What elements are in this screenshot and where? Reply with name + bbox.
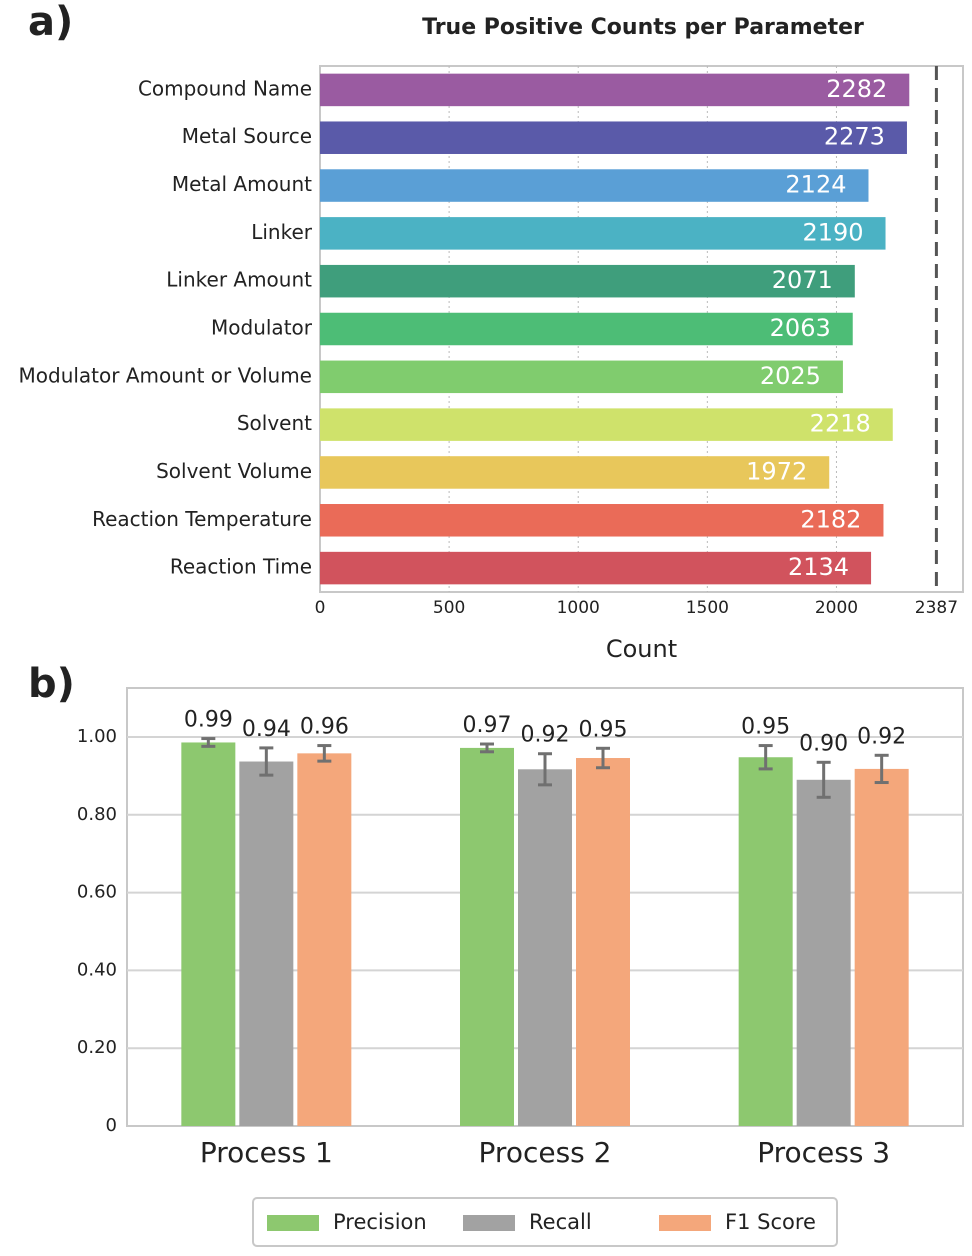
x-tick-label: 1000	[557, 598, 600, 618]
y-tick-label: 0.40	[77, 959, 117, 980]
bar	[320, 504, 884, 537]
y-tick-label: 0.80	[77, 804, 117, 825]
bar	[576, 758, 630, 1126]
panel-label: a)	[28, 0, 73, 45]
bar	[320, 264, 855, 298]
x-axis-label: Count	[606, 635, 677, 663]
y-tick-label: Metal Source	[182, 124, 312, 148]
bar	[181, 742, 236, 1126]
bar-value-label: 2025	[760, 362, 821, 390]
bar-value-label: 0.90	[799, 731, 848, 756]
bar-value-label: 2071	[772, 266, 833, 294]
x-tick-label: 2387	[915, 598, 958, 618]
y-tick-label: Solvent	[237, 411, 312, 435]
x-tick-label: 0	[315, 598, 326, 618]
bar	[297, 753, 352, 1126]
legend-box	[252, 1197, 838, 1247]
bar-value-label: 0.97	[463, 713, 512, 738]
bar	[460, 747, 514, 1126]
bar-value-label: 0.92	[857, 724, 906, 749]
y-tick-label: 0.60	[77, 882, 117, 903]
bar	[320, 121, 907, 154]
y-tick-label: Modulator Amount or Volume	[19, 363, 313, 387]
bar-value-label: 0.95	[741, 715, 790, 740]
legend-swatch	[463, 1215, 515, 1231]
y-tick-label: 0.20	[77, 1037, 117, 1058]
bar-value-label: 2218	[810, 410, 871, 438]
bar-value-label: 0.99	[184, 708, 233, 733]
bar-value-label: 0.96	[300, 715, 349, 740]
bar-value-label: 2134	[788, 553, 849, 581]
bar-value-label: 2190	[802, 218, 863, 246]
bar	[518, 769, 572, 1126]
legend-label: Recall	[529, 1210, 592, 1234]
y-tick-label: 0	[106, 1115, 117, 1136]
bar-value-label: 2063	[770, 314, 831, 342]
bar-value-label: 2182	[800, 505, 861, 533]
x-tick-label: 2000	[815, 598, 858, 618]
bar	[320, 312, 853, 346]
legend-swatch	[659, 1215, 711, 1231]
bar-value-label: 2273	[824, 123, 885, 151]
x-tick-label: Process 3	[757, 1136, 890, 1169]
bar	[320, 360, 843, 394]
x-tick-label: 500	[433, 598, 465, 618]
bar	[854, 768, 909, 1126]
y-tick-label: 1.00	[77, 726, 117, 747]
bar	[320, 169, 869, 202]
bar	[796, 779, 851, 1126]
bar	[320, 217, 886, 250]
y-tick-label: Solvent Volume	[156, 459, 312, 483]
bar	[320, 408, 893, 441]
bar	[320, 551, 872, 585]
y-tick-label: Metal Amount	[172, 172, 312, 196]
legend-swatch	[267, 1215, 319, 1231]
bar-value-label: 2124	[785, 171, 846, 199]
x-tick-label: 1500	[686, 598, 729, 618]
bar	[320, 73, 910, 107]
x-tick-label: Process 2	[479, 1136, 612, 1169]
bar-value-label: 0.92	[521, 723, 570, 748]
bar-value-label: 0.95	[579, 717, 628, 742]
bar	[239, 761, 294, 1126]
chart-title: True Positive Counts per Parameter	[422, 15, 864, 40]
y-tick-label: Modulator	[211, 316, 313, 340]
x-tick-label: Process 1	[200, 1136, 333, 1169]
y-tick-label: Linker	[251, 220, 313, 244]
bar	[320, 456, 830, 489]
bar-value-label: 2282	[826, 75, 887, 103]
panel-label: b)	[28, 661, 75, 707]
y-tick-label: Compound Name	[138, 76, 312, 100]
y-tick-label: Reaction Time	[170, 555, 312, 579]
bar	[738, 757, 793, 1126]
legend-label: F1 Score	[725, 1210, 816, 1234]
bar-value-label: 0.94	[242, 717, 291, 742]
bar-value-label: 1972	[746, 457, 807, 485]
y-tick-label: Reaction Temperature	[92, 507, 312, 531]
legend-label: Precision	[333, 1210, 427, 1234]
y-tick-label: Linker Amount	[166, 268, 312, 292]
